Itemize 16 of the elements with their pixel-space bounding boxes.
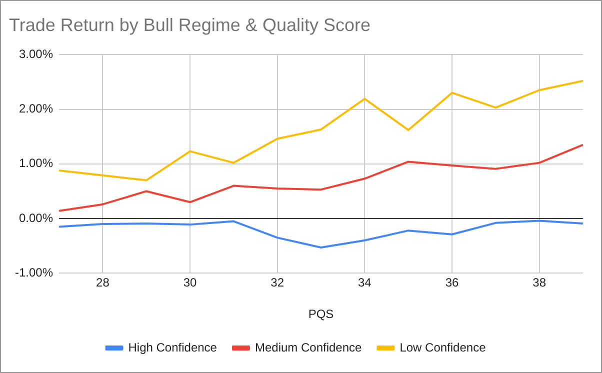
legend-label: Medium Confidence bbox=[254, 340, 362, 354]
x-tick-label: 28 bbox=[96, 276, 110, 290]
x-tick-label: 32 bbox=[270, 276, 284, 290]
y-tick-label: 2.00% bbox=[18, 102, 54, 116]
x-tick-label: 34 bbox=[358, 276, 372, 290]
legend-label: High Confidence bbox=[128, 340, 218, 354]
y-tick-label: 1.00% bbox=[18, 156, 54, 170]
x-tick-label: 36 bbox=[445, 276, 459, 290]
chart-title: Trade Return by Bull Regime & Quality Score bbox=[9, 14, 370, 35]
y-tick-label: -1.00% bbox=[14, 266, 54, 280]
y-tick-label: 3.00% bbox=[18, 46, 54, 61]
x-tick-label: 38 bbox=[532, 276, 546, 290]
legend-label: Low Confidence bbox=[400, 340, 486, 354]
x-tick-label: 30 bbox=[183, 276, 198, 290]
x-axis-title: PQS bbox=[308, 307, 334, 322]
y-tick-label: 0.00% bbox=[18, 210, 54, 225]
